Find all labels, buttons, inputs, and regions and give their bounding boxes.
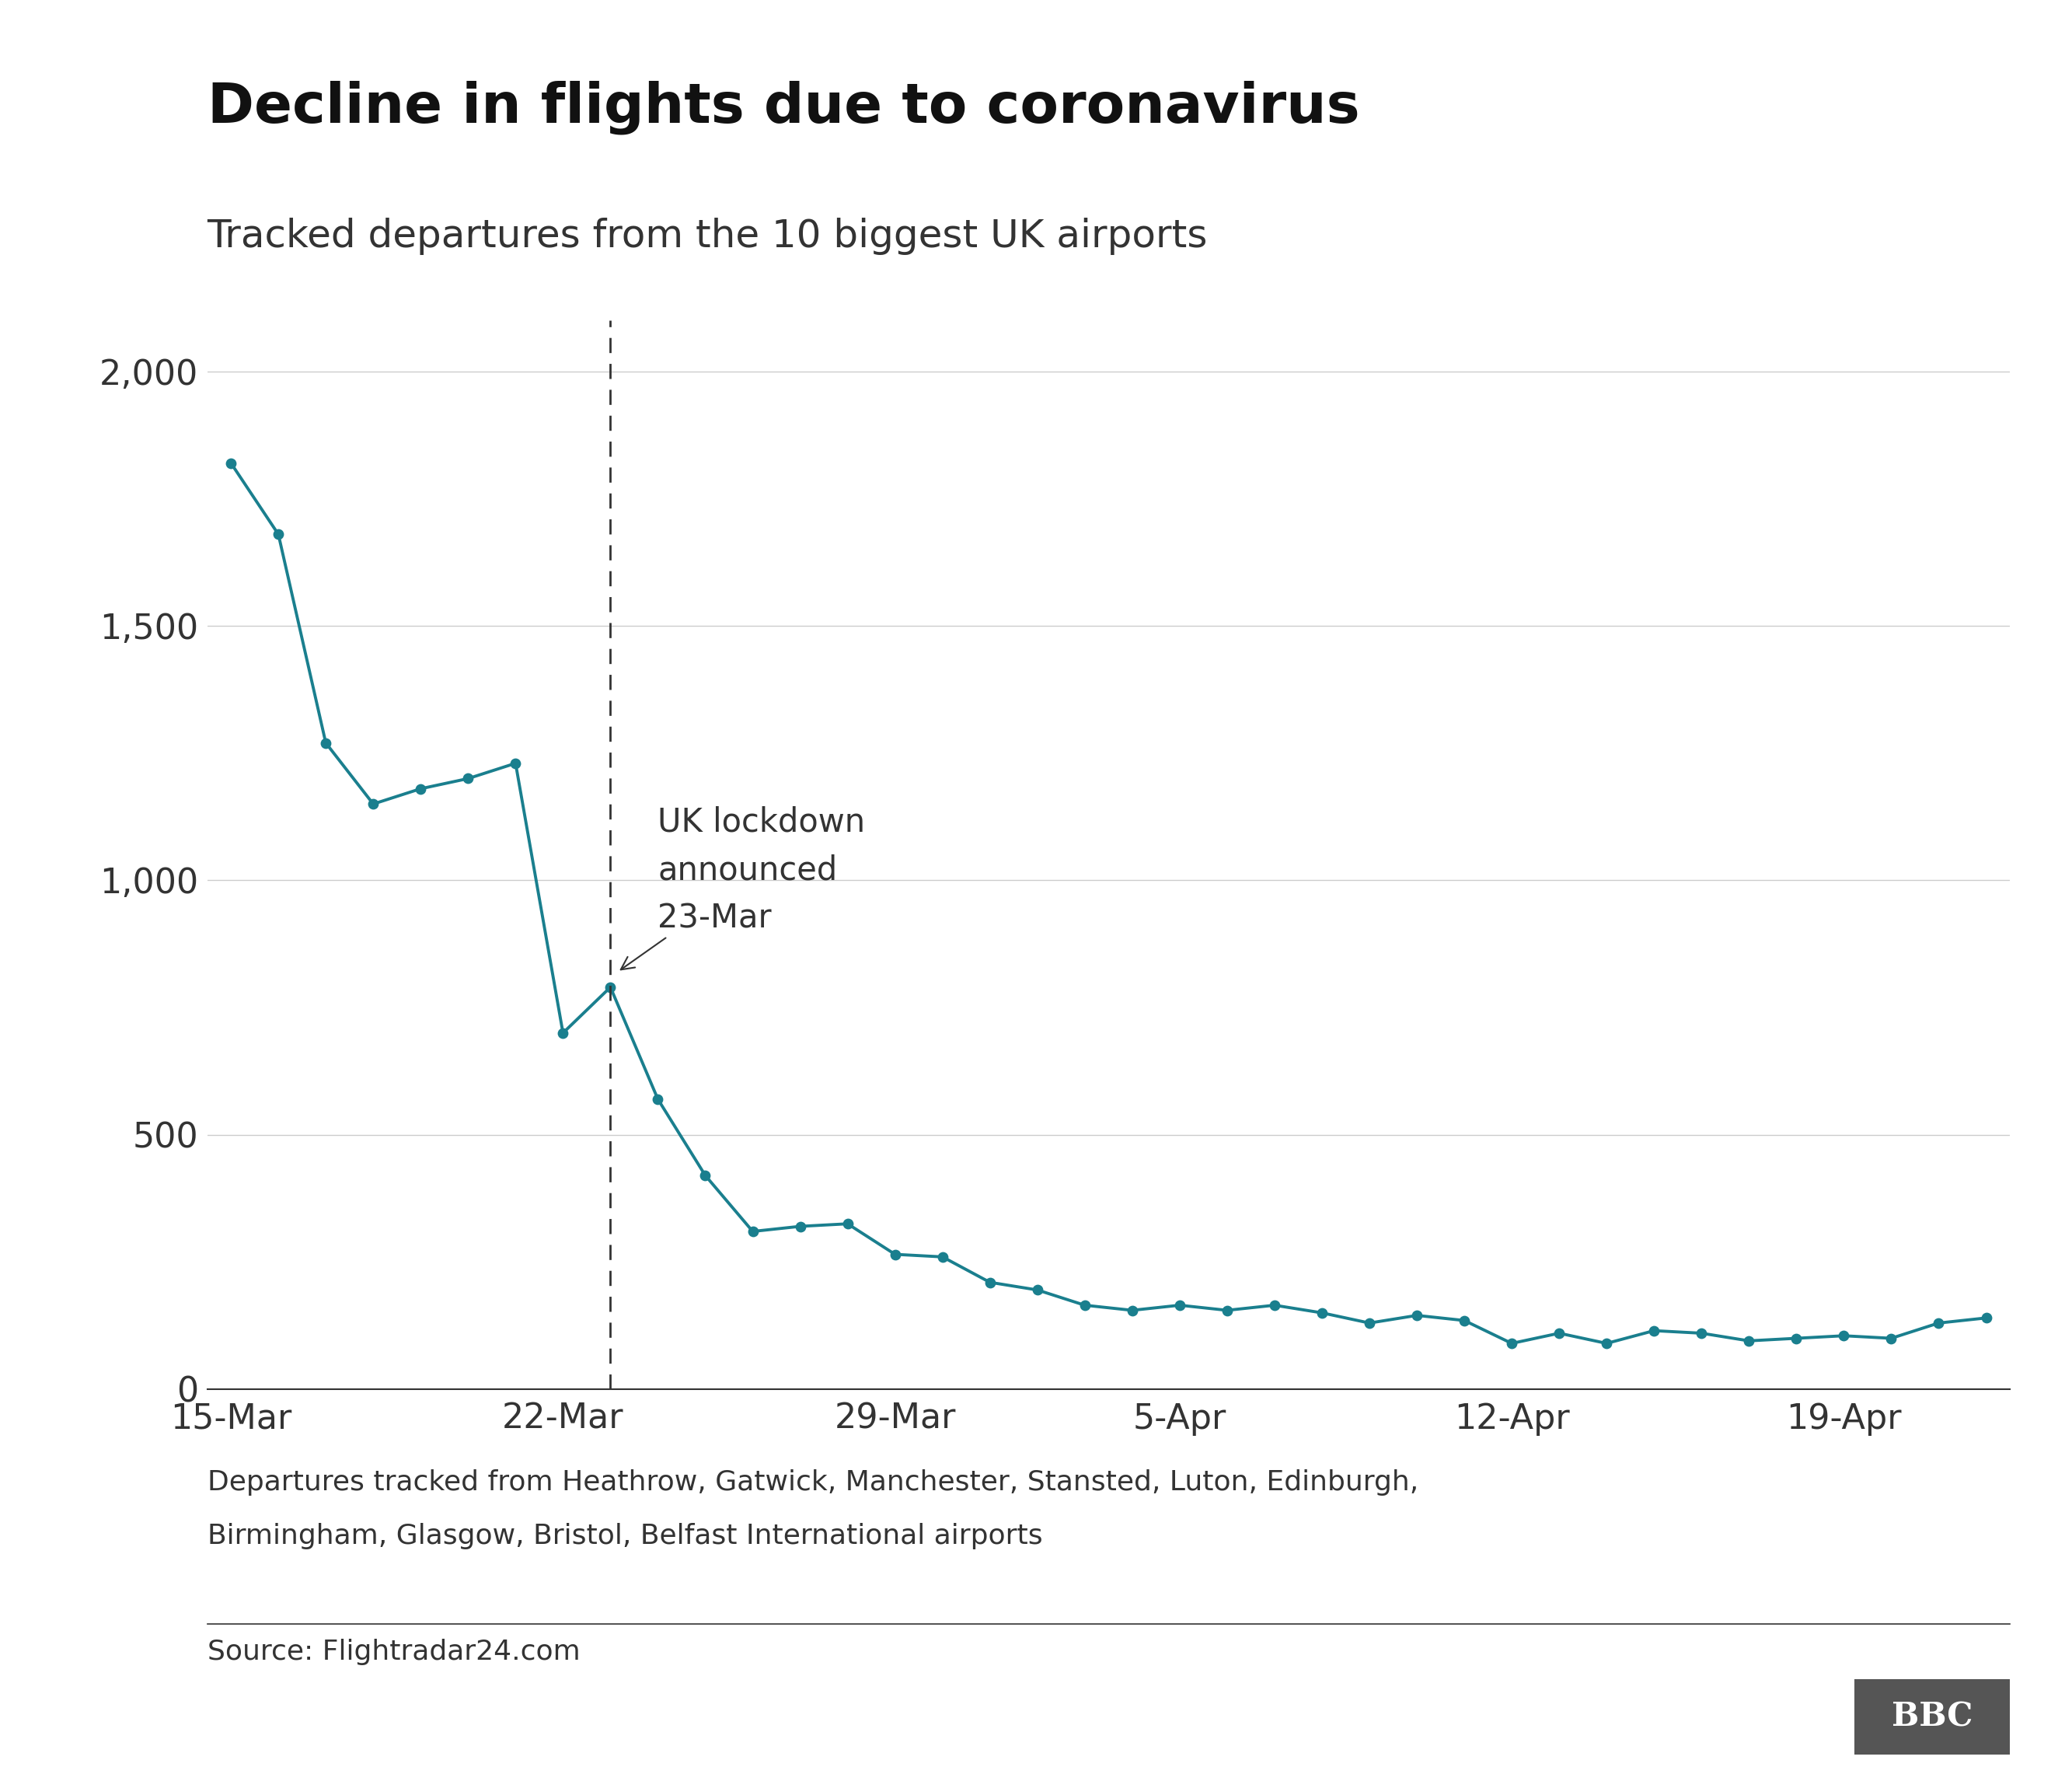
Point bbox=[926, 1243, 959, 1272]
Point bbox=[261, 520, 294, 549]
Point bbox=[1685, 1320, 1718, 1348]
Point bbox=[595, 972, 628, 1001]
Point bbox=[499, 750, 533, 778]
Text: UK lockdown
announced
23-Mar: UK lockdown announced 23-Mar bbox=[622, 805, 866, 969]
Text: Departures tracked from Heathrow, Gatwick, Manchester, Stansted, Luton, Edinburg: Departures tracked from Heathrow, Gatwic… bbox=[207, 1469, 1417, 1496]
Point bbox=[213, 449, 247, 477]
Text: Birmingham, Glasgow, Bristol, Belfast International airports: Birmingham, Glasgow, Bristol, Belfast In… bbox=[207, 1523, 1042, 1549]
Point bbox=[642, 1085, 675, 1113]
Point bbox=[1780, 1323, 1813, 1352]
Point bbox=[309, 728, 342, 757]
Point bbox=[974, 1268, 1007, 1297]
Point bbox=[1305, 1298, 1339, 1327]
Point bbox=[1542, 1320, 1577, 1348]
Point bbox=[1875, 1323, 1908, 1352]
Point bbox=[736, 1216, 769, 1245]
Point bbox=[783, 1213, 816, 1241]
Point bbox=[1970, 1304, 2004, 1332]
Point bbox=[1448, 1305, 1481, 1334]
Point bbox=[1115, 1297, 1148, 1325]
Text: Tracked departures from the 10 biggest UK airports: Tracked departures from the 10 biggest U… bbox=[207, 217, 1208, 255]
Point bbox=[1589, 1329, 1622, 1357]
Text: Source: Flightradar24.com: Source: Flightradar24.com bbox=[207, 1639, 580, 1665]
Point bbox=[1021, 1275, 1055, 1304]
Point bbox=[879, 1240, 912, 1268]
Point bbox=[356, 789, 390, 817]
Point bbox=[1258, 1291, 1291, 1320]
Point bbox=[1210, 1297, 1243, 1325]
Point bbox=[831, 1209, 864, 1238]
Point bbox=[688, 1161, 721, 1190]
Text: BBC: BBC bbox=[1892, 1701, 1973, 1733]
Point bbox=[1069, 1291, 1102, 1320]
Text: Decline in flights due to coronavirus: Decline in flights due to coronavirus bbox=[207, 80, 1359, 134]
Point bbox=[404, 775, 437, 803]
Point bbox=[1923, 1309, 1956, 1338]
Point bbox=[1637, 1316, 1670, 1345]
Point bbox=[1401, 1302, 1434, 1330]
Point bbox=[1496, 1329, 1529, 1357]
Point bbox=[1828, 1322, 1861, 1350]
Point bbox=[547, 1019, 580, 1047]
Point bbox=[1353, 1309, 1386, 1338]
Point bbox=[452, 764, 485, 793]
Point bbox=[1732, 1327, 1765, 1355]
Point bbox=[1162, 1291, 1196, 1320]
